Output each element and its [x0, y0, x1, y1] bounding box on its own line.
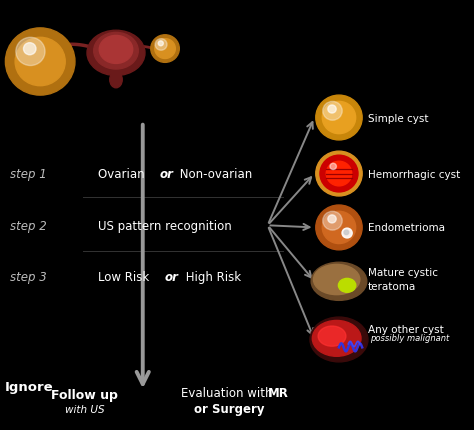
- Ellipse shape: [312, 321, 361, 356]
- Ellipse shape: [87, 31, 145, 77]
- Text: or: or: [159, 168, 173, 181]
- Text: Low Risk: Low Risk: [98, 271, 153, 284]
- Circle shape: [342, 229, 352, 238]
- Text: teratoma: teratoma: [367, 281, 416, 291]
- Circle shape: [16, 38, 45, 66]
- Text: Evaluation with: Evaluation with: [181, 386, 276, 399]
- Circle shape: [151, 36, 179, 63]
- Circle shape: [158, 42, 164, 47]
- Ellipse shape: [318, 326, 346, 347]
- Text: Hemorrhagic cyst: Hemorrhagic cyst: [367, 169, 460, 179]
- Circle shape: [330, 164, 337, 170]
- Text: or Surgery: or Surgery: [194, 402, 264, 415]
- Ellipse shape: [99, 37, 133, 64]
- Circle shape: [320, 156, 358, 193]
- Circle shape: [24, 43, 36, 55]
- Circle shape: [323, 212, 342, 230]
- Text: step 2: step 2: [10, 219, 47, 232]
- Text: Non-ovarian: Non-ovarian: [176, 168, 253, 181]
- Text: US pattern recognition: US pattern recognition: [98, 219, 232, 232]
- Text: Endometrioma: Endometrioma: [367, 223, 445, 233]
- Text: with US: with US: [65, 404, 105, 415]
- Ellipse shape: [338, 279, 356, 292]
- Text: or: or: [165, 271, 179, 284]
- Circle shape: [316, 96, 362, 141]
- Text: Mature cystic: Mature cystic: [367, 267, 438, 277]
- Circle shape: [15, 38, 65, 86]
- Text: MR: MR: [268, 386, 289, 399]
- Circle shape: [344, 230, 349, 235]
- Circle shape: [316, 152, 362, 197]
- Ellipse shape: [310, 317, 368, 362]
- Text: Ignore: Ignore: [5, 381, 54, 393]
- Text: Ovarian: Ovarian: [98, 168, 148, 181]
- Text: High Risk: High Risk: [182, 271, 241, 284]
- Text: Follow up: Follow up: [51, 388, 118, 401]
- Circle shape: [328, 106, 336, 114]
- Text: step 3: step 3: [10, 271, 47, 284]
- Ellipse shape: [311, 263, 367, 301]
- Circle shape: [328, 215, 336, 224]
- Circle shape: [322, 102, 356, 134]
- Text: step 1: step 1: [10, 168, 47, 181]
- Circle shape: [316, 206, 362, 250]
- Text: Simple cyst: Simple cyst: [367, 113, 428, 123]
- Circle shape: [155, 40, 167, 51]
- Ellipse shape: [313, 265, 360, 295]
- Text: possibly malignant: possibly malignant: [370, 333, 449, 342]
- Text: Any other cyst: Any other cyst: [367, 324, 443, 334]
- Circle shape: [323, 102, 342, 121]
- Ellipse shape: [94, 34, 138, 70]
- Circle shape: [5, 29, 75, 96]
- Circle shape: [326, 162, 352, 187]
- Circle shape: [155, 40, 175, 59]
- Ellipse shape: [110, 72, 122, 89]
- Circle shape: [322, 212, 356, 244]
